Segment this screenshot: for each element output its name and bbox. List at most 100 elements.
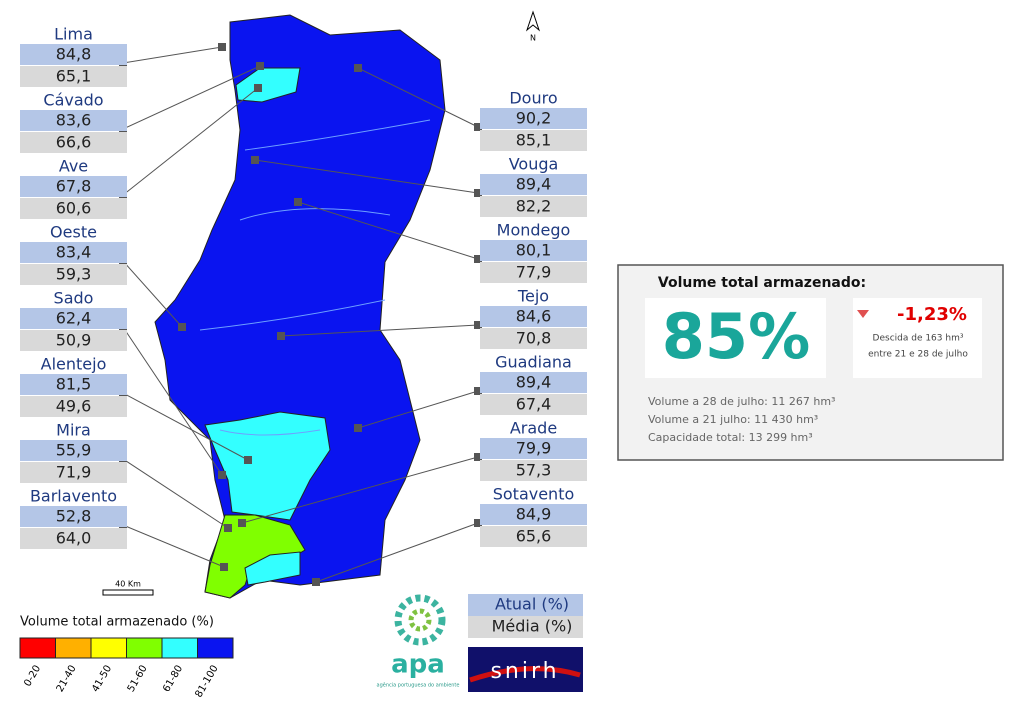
atual-bg — [480, 108, 587, 129]
basin-media: 85,1 — [516, 131, 552, 150]
basin-media: 50,9 — [56, 331, 92, 350]
legend-label: 41-50 — [90, 664, 114, 695]
basin-name: Sotavento — [493, 485, 575, 504]
map-point — [218, 471, 226, 479]
map-point — [294, 198, 302, 206]
media-bg — [480, 196, 587, 217]
legend-title: Volume total armazenado (%) — [20, 615, 214, 630]
atual-bg — [20, 44, 127, 65]
basin-name: Guadiana — [495, 353, 572, 372]
basin-name: Vouga — [509, 155, 559, 174]
rivers — [199, 119, 431, 436]
basin-name: Barlavento — [30, 487, 117, 506]
legend-label: 61-80 — [161, 664, 185, 695]
north-arrow: N — [525, 10, 541, 43]
connector — [357, 390, 479, 429]
connector-end — [474, 453, 482, 461]
connector — [122, 260, 183, 328]
map-point — [251, 156, 259, 164]
connector — [122, 87, 259, 196]
media-bg — [20, 198, 127, 219]
basin-name: Tejo — [517, 287, 549, 306]
apa-logo: apa agência portuguesa do ambiente — [377, 594, 459, 689]
atual-bg — [480, 306, 587, 327]
basin-atual: 55,9 — [56, 441, 92, 460]
change-note: entre 21 e 28 de julho — [868, 350, 968, 360]
connector-end — [474, 387, 482, 395]
atual-bg — [20, 506, 127, 527]
key-atual: Atual (%) — [495, 595, 569, 614]
map-point — [218, 43, 226, 51]
basin-atual: 81,5 — [56, 375, 92, 394]
basin-name: Mira — [56, 421, 91, 440]
basin-atual: 84,6 — [516, 307, 552, 326]
legend-swatch — [126, 637, 163, 659]
atual-bg — [20, 110, 127, 131]
map-point — [312, 578, 320, 586]
basin-atual: 83,4 — [56, 243, 92, 262]
media-bg — [20, 66, 127, 87]
map-point — [238, 519, 246, 527]
atual-bg — [480, 174, 587, 195]
basin-atual: 90,2 — [516, 109, 552, 128]
basin-atual: 84,8 — [56, 45, 92, 64]
connector-end — [474, 255, 482, 263]
connector-end — [474, 189, 482, 197]
basin-name: Ave — [59, 157, 88, 176]
connector — [297, 201, 479, 260]
connector-end — [474, 519, 482, 527]
legend-label: 0-20 — [22, 664, 43, 689]
atual-bg — [480, 438, 587, 459]
connector-end — [474, 123, 482, 131]
north-label: N — [530, 34, 536, 43]
map-point — [277, 332, 285, 340]
connector — [254, 159, 479, 194]
basin-media: 66,6 — [56, 133, 92, 152]
basin-atual: 83,6 — [56, 111, 92, 130]
basin-media: 59,3 — [56, 265, 92, 284]
media-bg — [480, 394, 587, 415]
legend-swatch — [161, 637, 198, 659]
media-bg — [480, 262, 587, 283]
apa-text: apa — [391, 650, 445, 680]
media-bg — [480, 460, 587, 481]
scale-bar: 40 Km — [102, 580, 154, 596]
basin-name: Cávado — [43, 91, 103, 110]
basin-atual: 79,9 — [516, 439, 552, 458]
legend-swatch — [90, 637, 127, 659]
map — [154, 14, 446, 599]
media-bg — [20, 396, 127, 417]
connector — [122, 65, 261, 130]
basin-atual: 52,8 — [56, 507, 92, 526]
legend-swatch — [197, 637, 234, 659]
key-media: Média (%) — [492, 617, 573, 636]
connector — [122, 46, 223, 64]
connector — [122, 326, 223, 476]
basin-atual: 89,4 — [516, 373, 552, 392]
map-point — [220, 563, 228, 571]
connector — [315, 522, 479, 583]
atual-bg — [20, 440, 127, 461]
map-point — [178, 323, 186, 331]
scale-label: 40 Km — [115, 580, 141, 589]
map-point — [354, 424, 362, 432]
key: Atual (%) Média (%) — [468, 594, 583, 638]
basin-name: Mondego — [497, 221, 571, 240]
connector — [122, 524, 225, 568]
map-point — [354, 64, 362, 72]
atual-bg — [20, 242, 127, 263]
connector — [280, 324, 479, 337]
basin-media: 67,4 — [516, 395, 552, 414]
connector — [122, 458, 229, 529]
atual-bg — [20, 374, 127, 395]
media-bg — [20, 462, 127, 483]
basin-name: Lima — [54, 25, 93, 44]
map-point — [224, 524, 232, 532]
summary-title: Volume total armazenado: — [658, 275, 866, 291]
basin-name: Douro — [509, 89, 557, 108]
connector — [357, 67, 479, 128]
atual-bg — [480, 504, 587, 525]
basin-name: Arade — [510, 419, 557, 438]
basin-media: 70,8 — [516, 329, 552, 348]
